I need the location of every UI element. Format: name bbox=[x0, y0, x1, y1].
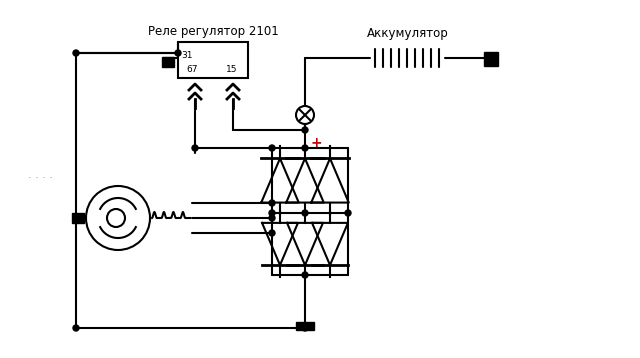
Circle shape bbox=[345, 210, 351, 216]
Circle shape bbox=[269, 210, 275, 216]
Circle shape bbox=[302, 210, 308, 216]
Circle shape bbox=[192, 145, 198, 151]
Circle shape bbox=[73, 50, 79, 56]
Circle shape bbox=[73, 325, 79, 331]
Circle shape bbox=[175, 50, 181, 56]
Bar bbox=[162, 57, 174, 67]
Text: +: + bbox=[310, 136, 322, 150]
Text: 67: 67 bbox=[186, 65, 198, 74]
Bar bbox=[178, 42, 248, 78]
Circle shape bbox=[269, 230, 275, 236]
Bar bbox=[296, 322, 314, 330]
Bar bbox=[72, 213, 84, 223]
Text: 31: 31 bbox=[181, 51, 193, 60]
Text: . . . .: . . . . bbox=[28, 170, 53, 180]
Circle shape bbox=[302, 272, 308, 278]
Circle shape bbox=[269, 215, 275, 221]
Circle shape bbox=[269, 200, 275, 206]
Circle shape bbox=[302, 127, 308, 133]
Circle shape bbox=[302, 325, 308, 331]
Text: Реле регулятор 2101: Реле регулятор 2101 bbox=[148, 25, 278, 38]
Circle shape bbox=[269, 145, 275, 151]
Text: Аккумулятор: Аккумулятор bbox=[367, 27, 449, 40]
Text: 15: 15 bbox=[226, 65, 237, 74]
Bar bbox=[484, 52, 498, 66]
Circle shape bbox=[302, 145, 308, 151]
Circle shape bbox=[73, 215, 79, 221]
